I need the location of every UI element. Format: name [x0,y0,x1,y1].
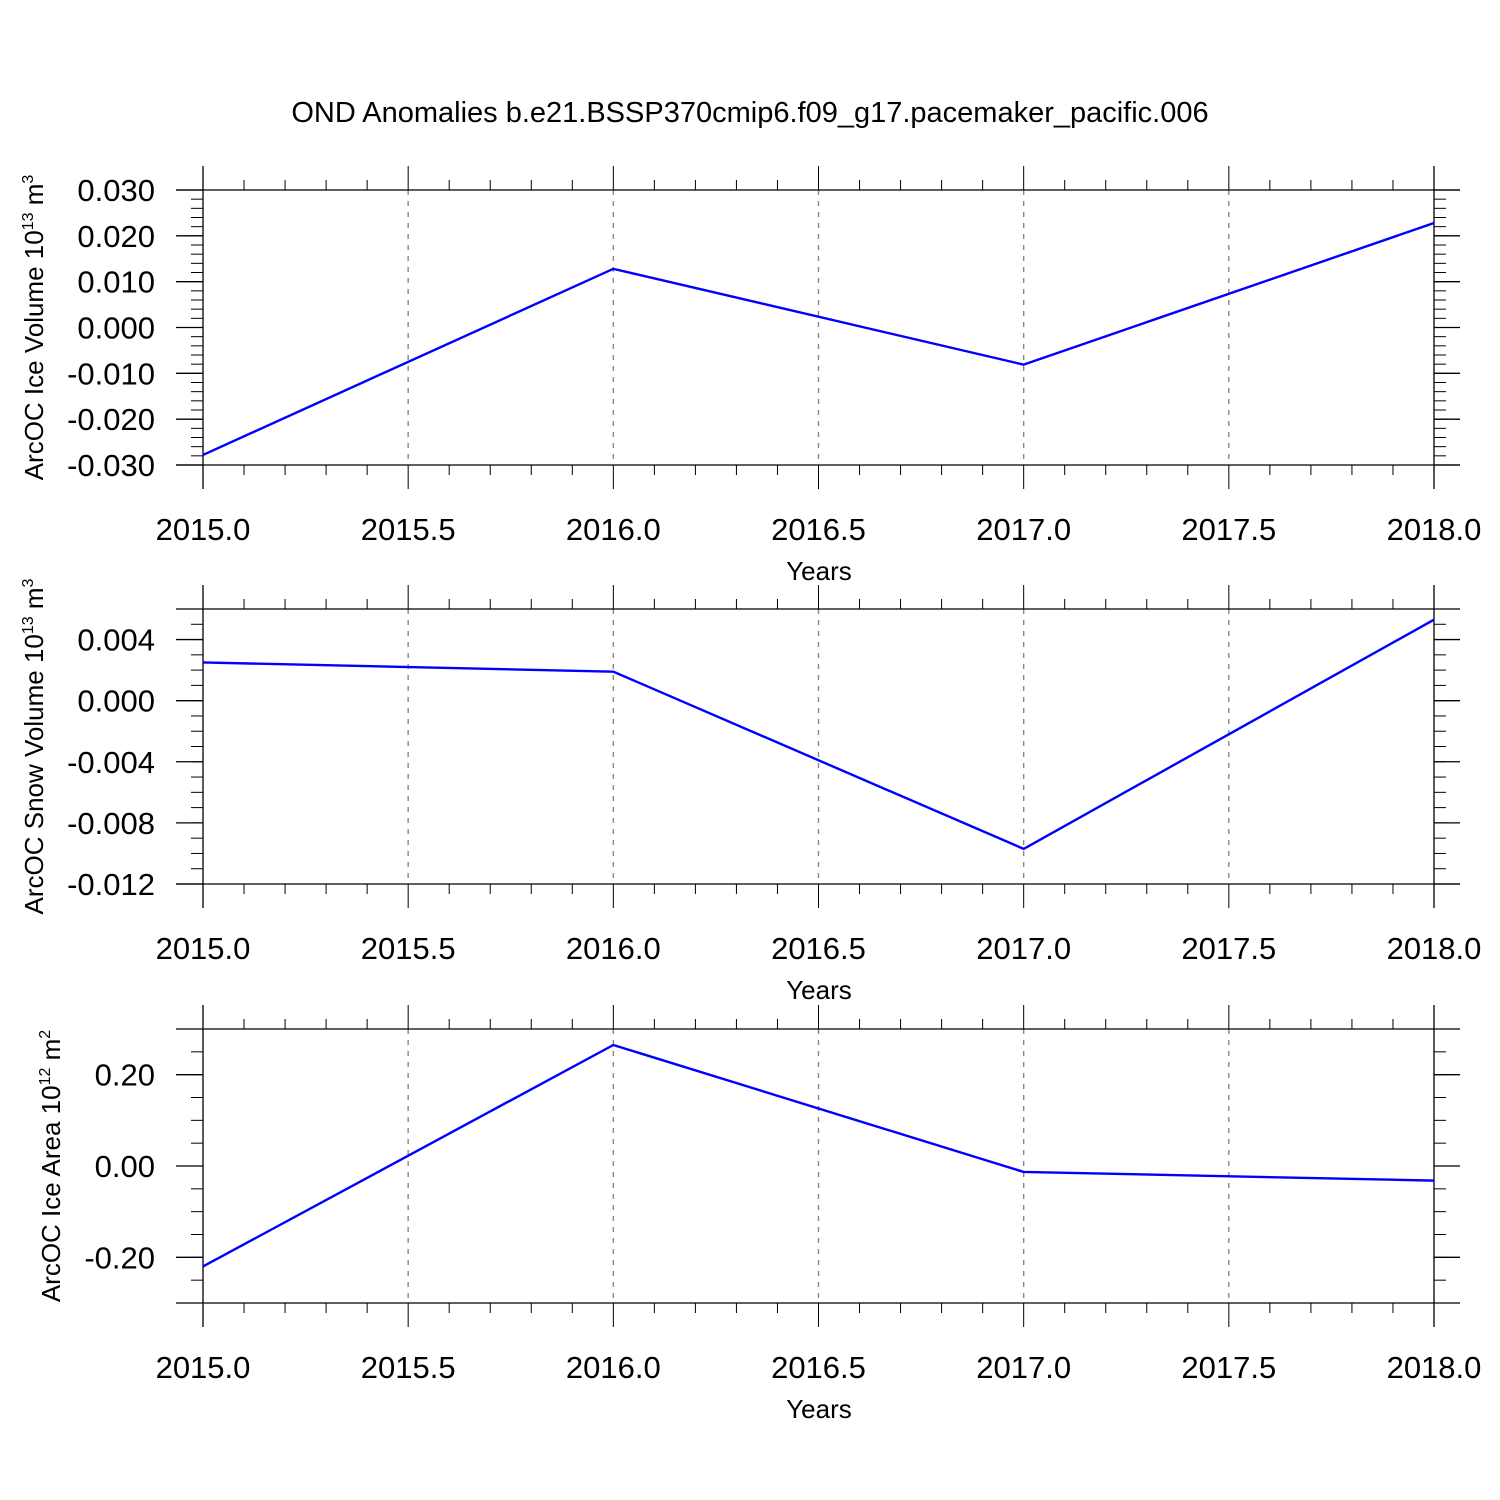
y-tick-label: -0.020 [67,402,155,437]
data-point [612,268,614,270]
x-tick-label: 2016.0 [566,931,661,966]
x-axis-title: Years [786,975,852,1005]
series-line [202,618,1435,851]
x-tick-label: 2016.5 [771,512,866,547]
y-axis-title: ArcOC Ice Area 1012 m2 [36,1030,66,1302]
y-tick-label: 0.000 [77,311,155,346]
data-point [202,661,204,663]
data-point [1433,222,1435,224]
x-tick-label: 2017.5 [1181,512,1276,547]
x-tick-label: 2016.5 [771,1350,866,1385]
x-tick-label: 2015.5 [361,1350,456,1385]
data-point [1023,364,1025,366]
x-tick-label: 2016.5 [771,931,866,966]
data-point [612,1044,614,1046]
data-point [1433,1180,1435,1182]
x-tick-label: 2016.0 [566,512,661,547]
x-tick-label: 2015.5 [361,931,456,966]
x-tick-label: 2018.0 [1387,931,1482,966]
y-tick-label: 0.20 [95,1058,155,1093]
y-tick-label: -0.012 [67,867,155,902]
x-tick-label: 2015.0 [156,512,251,547]
y-tick-label: 0.020 [77,219,155,254]
y-tick-label: -0.010 [67,356,155,391]
x-tick-label: 2018.0 [1387,1350,1482,1385]
x-tick-label: 2017.0 [976,512,1071,547]
y-tick-label: -0.20 [84,1240,155,1275]
x-axis-title: Years [786,556,852,586]
x-axis-title: Years [786,1394,852,1424]
y-tick-label: 0.030 [77,173,155,208]
y-tick-label: 0.000 [77,684,155,719]
data-point [1023,848,1025,850]
y-axis-title: ArcOC Snow Volume 1013 m3 [19,578,49,914]
x-tick-label: 2015.5 [361,512,456,547]
x-tick-label: 2015.0 [156,1350,251,1385]
x-tick-label: 2017.0 [976,1350,1071,1385]
y-tick-label: -0.004 [67,745,155,780]
x-tick-label: 2015.0 [156,931,251,966]
y-tick-label: 0.00 [95,1149,155,1184]
data-point [612,671,614,673]
data-point [202,1265,204,1267]
y-tick-label: -0.030 [67,448,155,483]
series-line [202,221,1435,457]
x-tick-label: 2017.5 [1181,1350,1276,1385]
x-tick-label: 2017.5 [1181,931,1276,966]
y-tick-label: 0.004 [77,623,155,658]
y-tick-label: 0.010 [77,265,155,300]
y-axis-title: ArcOC Ice Volume 1013 m3 [19,175,49,481]
x-tick-label: 2016.0 [566,1350,661,1385]
y-tick-label: -0.008 [67,806,155,841]
series-line [202,1043,1435,1268]
panel-1: 0.0300.0200.0100.000-0.010-0.020-0.03020… [19,166,1481,586]
panel-3: 0.20 0.00 -0.20 2015.0 2015.5 2016.0 2016.5 201… [36,1005,1481,1424]
data-point [1433,619,1435,621]
data-point [202,454,204,456]
x-tick-label: 2018.0 [1387,512,1482,547]
x-tick-label: 2017.0 [976,931,1071,966]
figure-title: OND Anomalies b.e21.BSSP370cmip6.f09_g17… [291,97,1209,129]
data-point [1023,1171,1025,1173]
